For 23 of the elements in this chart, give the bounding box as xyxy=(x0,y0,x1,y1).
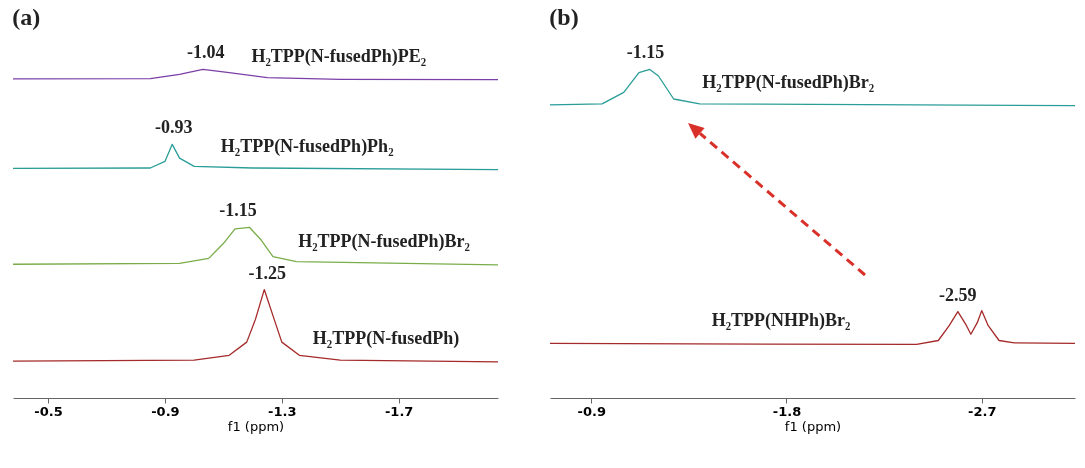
annotation: -1.15 xyxy=(626,42,665,63)
x-tick-label: -1.3 xyxy=(268,403,297,419)
series-label: H₂TPP(N-fusedPh) xyxy=(312,327,460,349)
x-axis-title: f1 (ppm) xyxy=(784,418,842,434)
x-tick-label: -0.9 xyxy=(151,403,180,419)
chart-title: (a) xyxy=(12,4,41,30)
series-label: H₂TPP(N-fusedPh)PE₂ xyxy=(251,45,427,67)
series-label: H₂TPP(NHPh)Br₂ xyxy=(711,310,851,332)
annotation: -1.15 xyxy=(219,200,257,221)
annotation: -1.25 xyxy=(248,262,286,283)
x-tick-label: -0.5 xyxy=(34,403,63,419)
annotation: -1.04 xyxy=(187,42,225,63)
series-label: H₂TPP(N-fusedPh)Ph₂ xyxy=(220,135,394,157)
chart-title: (b) xyxy=(549,4,579,30)
annotation: -0.93 xyxy=(154,117,193,138)
x-axis-title: f1 (ppm) xyxy=(227,418,285,434)
series-label: H₂TPP(N-fusedPh)Br₂ xyxy=(702,71,875,93)
x-tick-label: -2.7 xyxy=(968,403,997,419)
x-tick-label: -1.7 xyxy=(384,403,414,419)
series-label: H₂TPP(N-fusedPh)Br₂ xyxy=(298,230,470,252)
x-tick-label: -1.8 xyxy=(772,403,802,419)
x-tick-label: -0.9 xyxy=(577,403,606,419)
annotation: -2.59 xyxy=(939,284,977,305)
